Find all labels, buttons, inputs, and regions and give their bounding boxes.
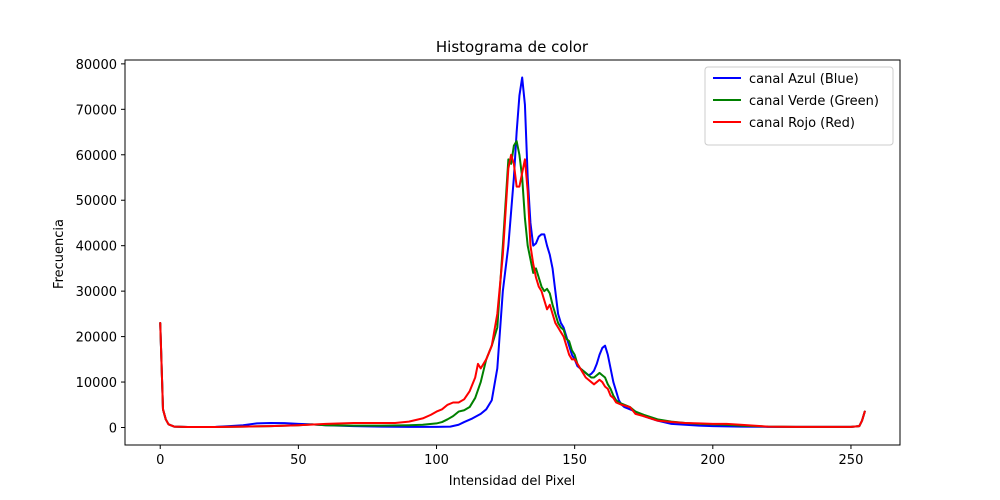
legend-label-0: canal Azul (Blue)	[749, 72, 859, 87]
y-tick-label: 80000	[76, 58, 117, 73]
series-line-1	[159, 140, 866, 429]
x-tick-label: 100	[424, 453, 449, 468]
y-tick-label: 30000	[76, 285, 117, 300]
plot-area: 0 50 100 150 200 250 0 10000 20000 30000 40000 5000…	[76, 58, 901, 468]
x-tick-label: 0	[156, 453, 164, 468]
y-tick-label: 60000	[76, 149, 117, 164]
legend-label-2: canal Rojo (Red)	[749, 116, 855, 131]
series-line-2	[159, 153, 866, 429]
y-tick-label: 40000	[76, 240, 117, 255]
legend-box	[704, 66, 894, 146]
x-tick-label: 250	[839, 453, 864, 468]
x-tick-label: 150	[562, 453, 587, 468]
x-tick-label: 200	[700, 453, 725, 468]
y-axis-label: Frecuencia	[52, 219, 67, 289]
y-tick-label: 20000	[76, 331, 117, 346]
axes-frame	[124, 59, 901, 446]
y-tick-label: 70000	[76, 103, 117, 118]
chart-title: Histograma de color	[436, 38, 589, 56]
y-tick-label: 10000	[76, 376, 117, 391]
y-tick-label: 50000	[76, 194, 117, 209]
y-tick-label: 0	[109, 422, 117, 437]
x-axis-label: Intensidad del Pixel	[449, 474, 575, 489]
legend-label-1: canal Verde (Green)	[749, 94, 879, 109]
x-tick-label: 50	[290, 453, 307, 468]
legend: canal Azul (Blue) canal Verde (Green) cana…	[704, 66, 894, 146]
